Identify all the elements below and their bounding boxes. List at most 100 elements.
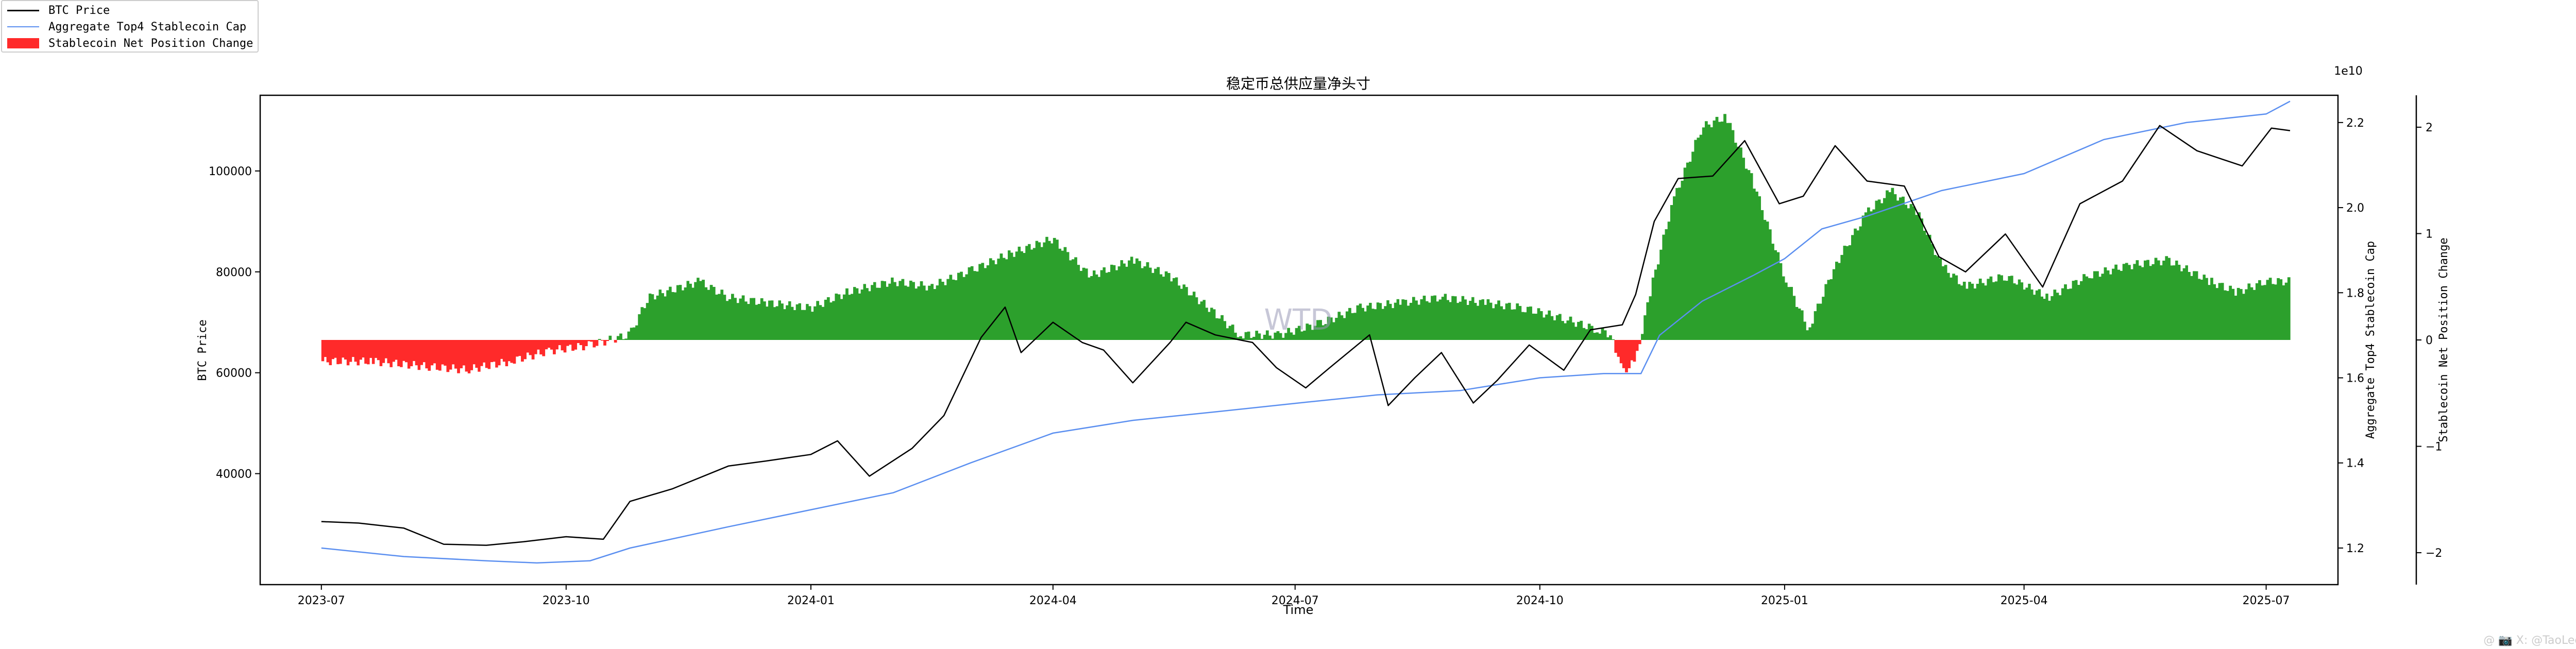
net-position-bar xyxy=(1534,314,1538,340)
watermark-overlay: WTD xyxy=(1264,303,1333,337)
net-position-bar xyxy=(1428,302,1431,340)
net-position-bar xyxy=(1464,299,1467,340)
net-position-bar xyxy=(395,340,398,360)
net-position-bar xyxy=(1311,330,1314,340)
net-position-bar xyxy=(1941,266,1945,340)
net-position-bar xyxy=(1495,304,1498,340)
net-position-bar xyxy=(1697,138,1700,340)
net-position-bar xyxy=(702,280,705,340)
net-position-bar xyxy=(2149,266,2153,340)
net-position-bar xyxy=(949,275,953,340)
net-position-bar xyxy=(873,282,876,340)
net-position-bar xyxy=(1635,340,1639,351)
net-position-bar xyxy=(2077,285,2080,340)
net-position-bar xyxy=(571,340,574,351)
net-position-bar xyxy=(1694,140,1698,340)
net-position-bar xyxy=(2229,285,2232,340)
net-position-bar xyxy=(925,290,928,340)
net-position-bar xyxy=(2157,260,2160,340)
net-position-bar xyxy=(1811,323,1815,340)
net-position-bar xyxy=(616,336,620,340)
net-position-bar xyxy=(1872,209,1876,340)
net-position-bar xyxy=(638,314,641,340)
net-position-bar xyxy=(392,340,395,362)
net-position-bar xyxy=(1379,303,1382,340)
net-position-bar xyxy=(1249,338,1253,340)
net-position-bar xyxy=(671,292,674,340)
net-position-bar xyxy=(1151,272,1155,340)
net-position-bar xyxy=(1066,252,1070,340)
net-position-bar xyxy=(1550,316,1554,340)
net-position-bar xyxy=(465,340,468,372)
net-position-bar xyxy=(1433,295,1437,340)
net-position-bar xyxy=(1888,192,1892,340)
net-position-bar xyxy=(2122,264,2126,340)
net-position-bar xyxy=(986,265,990,340)
net-position-bar xyxy=(1939,258,1942,340)
net-position-bar xyxy=(2188,271,2191,340)
net-position-bar xyxy=(1907,208,1910,340)
net-position-bar xyxy=(1726,123,1730,340)
net-position-bar xyxy=(1218,318,1221,340)
net-position-bar xyxy=(2162,261,2165,340)
legend-swatch-net xyxy=(7,38,39,48)
net-position-bar xyxy=(1803,321,1806,340)
net-position-bar xyxy=(1050,243,1054,340)
net-position-bar xyxy=(1502,309,1506,340)
net-position-bar xyxy=(1532,313,1535,340)
net-position-bar xyxy=(579,340,583,345)
net-position-bar xyxy=(2252,289,2256,340)
net-position-bar xyxy=(909,280,912,340)
net-position-bar xyxy=(2043,299,2046,340)
net-position-bar xyxy=(718,294,721,340)
net-position-bar xyxy=(1268,335,1272,340)
net-position-bar xyxy=(493,340,496,362)
net-position-bar xyxy=(1364,311,1367,340)
net-position-bar xyxy=(1798,308,1801,340)
net-position-bar xyxy=(1630,340,1634,361)
net-position-bar xyxy=(331,340,334,360)
net-position-bar xyxy=(1172,278,1176,340)
net-position-bar xyxy=(725,301,729,340)
net-position-bar xyxy=(321,340,325,362)
net-position-bar xyxy=(1766,221,1769,340)
net-position-bar xyxy=(1596,332,1599,340)
net-position-bar xyxy=(2213,284,2216,340)
net-position-bar xyxy=(404,340,408,363)
net-position-bar xyxy=(510,340,514,363)
net-position-bar xyxy=(1327,316,1330,340)
net-position-bar xyxy=(2020,282,2024,340)
net-position-bar xyxy=(886,286,889,340)
right2-tick-label: −1 xyxy=(2426,441,2442,454)
net-position-bar xyxy=(1505,303,1509,340)
net-position-bar xyxy=(999,253,1003,340)
net-position-bar xyxy=(788,301,791,340)
net-position-bar xyxy=(354,340,358,362)
net-position-bar xyxy=(1728,123,1732,340)
net-position-bar xyxy=(1481,299,1484,340)
net-position-bar xyxy=(1177,285,1181,340)
net-position-bar xyxy=(1497,300,1500,340)
net-position-bar xyxy=(2226,291,2229,340)
net-position-bar xyxy=(1100,270,1104,340)
net-position-bar xyxy=(1649,296,1652,340)
net-position-bar xyxy=(656,295,659,340)
legend-item-btc: BTC Price xyxy=(7,3,110,18)
net-position-bar xyxy=(826,297,830,340)
net-position-bar xyxy=(1500,306,1503,340)
net-position-bar xyxy=(803,310,806,340)
net-position-bar xyxy=(994,264,997,340)
net-position-bar xyxy=(561,340,564,351)
net-position-bar xyxy=(1734,143,1737,340)
net-position-bar xyxy=(2173,265,2176,340)
net-position-bar xyxy=(1851,235,1854,340)
net-position-bar xyxy=(2090,278,2094,340)
net-position-bar xyxy=(1313,326,1317,340)
net-position-bar xyxy=(428,340,431,371)
net-position-bar xyxy=(2069,288,2073,340)
net-position-bar xyxy=(2015,284,2019,340)
x-tick-label: 2025-04 xyxy=(2001,594,2048,607)
net-position-bar xyxy=(462,340,466,366)
net-position-bar xyxy=(1028,244,1031,340)
net-position-bar xyxy=(1438,299,1442,340)
